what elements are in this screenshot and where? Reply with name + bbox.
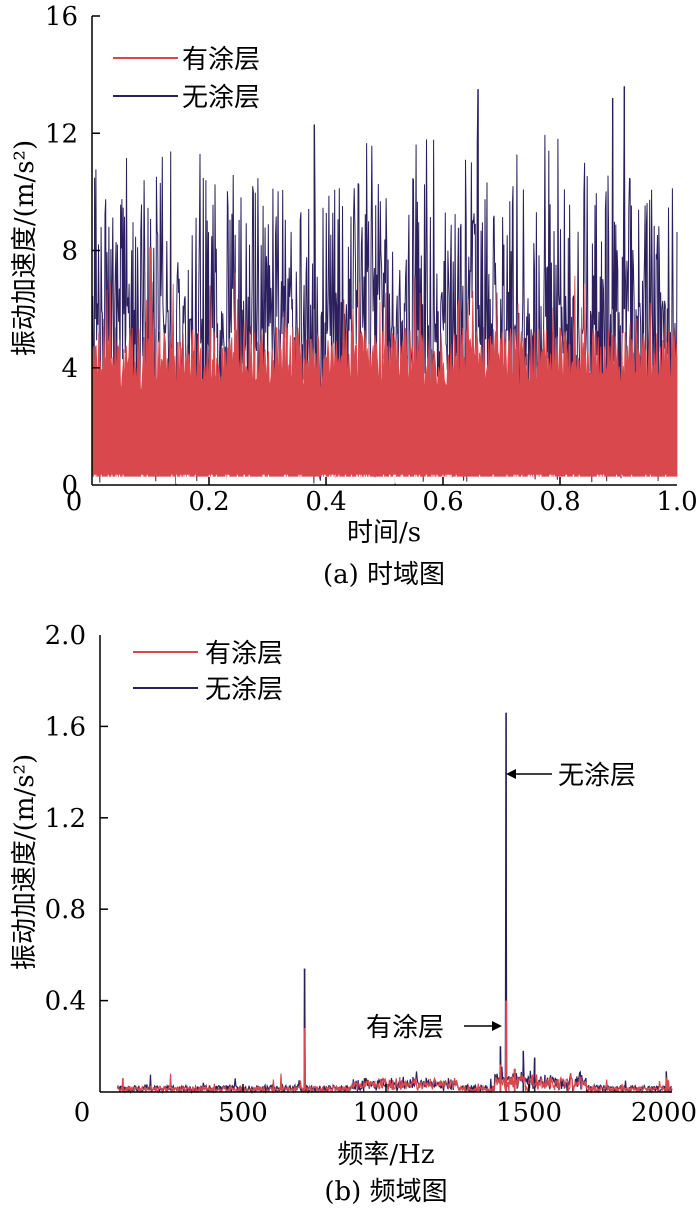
x-tick-label: 0.8 [539,487,580,517]
uncoated-signal-line [91,86,678,485]
svg-text:有涂层: 有涂层 [366,1013,444,1043]
svg-text:无涂层: 无涂层 [558,761,636,791]
y-tick-label: 12 [45,119,78,149]
x-tick-label: 0.4 [305,487,346,517]
time-legend: 有涂层 无涂层 [113,45,260,113]
x-tick-label: 1000 [353,1098,419,1128]
x-tick-label: 0 [74,1098,91,1128]
y-tick-label: 0.4 [45,987,86,1017]
coated-series-time [91,247,678,484]
x-tick-label: 0.2 [188,487,229,517]
x-tick-label: 1.0 [656,487,697,517]
x-tick-label: 1500 [496,1098,562,1128]
legend-uncoated-label: 无涂层 [182,83,260,113]
legend-coated-label: 有涂层 [205,639,283,669]
x-tick-label: 2000 [631,1098,697,1128]
y-tick-label: 16 [45,2,78,32]
y-tick-label: 1.6 [45,712,86,742]
frequency-legend: 有涂层 无涂层 [133,639,283,705]
annotation-coated: 有涂层 [366,1013,502,1043]
time-y-ticks: 0 4 8 12 16 [45,2,100,501]
annotation-uncoated: 无涂层 [506,761,636,791]
legend-uncoated-label: 无涂层 [205,675,283,705]
y-tick-label: 0.8 [45,895,86,925]
time-xlabel: 时间/s [347,518,421,548]
frequency-ylabel: 振动加速度/(m/s²) [10,754,40,970]
frequency-caption: (b) 频域图 [324,1177,447,1207]
y-tick-label: 8 [61,237,78,267]
time-ylabel: 振动加速度/(m/s²) [10,140,40,356]
frequency-xlabel: 频率/Hz [337,1140,434,1170]
y-tick-label: 0 [61,471,78,501]
y-tick-label: 4 [61,354,78,384]
y-tick-label: 1.2 [45,804,86,834]
time-domain-chart: 0 4 8 12 16 0 0.2 0.4 0.6 0.8 1.0 有涂层 无涂层 振动加速度/(… [10,2,698,590]
y-tick-label: 2.0 [45,621,86,651]
x-tick-label: 500 [218,1098,268,1128]
legend-coated-label: 有涂层 [182,45,260,75]
time-x-ticks: 0 0.2 0.4 0.6 0.8 1.0 [66,477,698,517]
frequency-y-ticks: 0.4 0.8 1.2 1.6 2.0 [45,621,108,1017]
x-tick-label: 0 [66,487,83,517]
frequency-x-ticks: 0 500 1000 1500 2000 [74,1084,697,1128]
coated-signal-band [91,247,678,477]
time-caption: (a) 时域图 [323,560,445,590]
uncoated-series-time [91,86,678,485]
x-tick-label: 0.6 [422,487,463,517]
uncoated-spectrum-line [116,712,673,1095]
frequency-domain-chart: 0.4 0.8 1.2 1.6 2.0 0 500 1000 1500 2000 有涂层 无涂层… [10,621,697,1207]
